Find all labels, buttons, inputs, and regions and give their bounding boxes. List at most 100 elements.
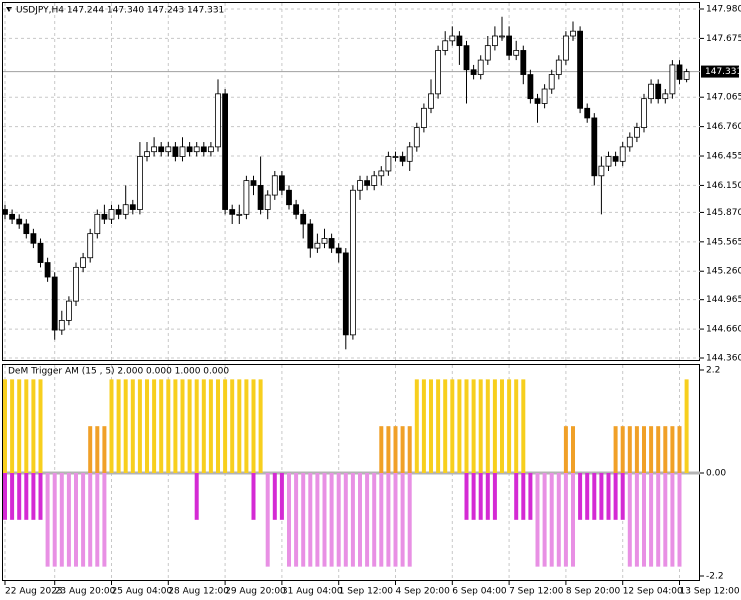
candle-body — [293, 204, 300, 215]
x-tick-label: 8 Sep 20:00 — [566, 587, 621, 597]
histogram-bar — [677, 473, 682, 567]
histogram-bar — [322, 473, 327, 567]
candle-body — [23, 223, 30, 235]
x-tick-label: 29 Aug 20:00 — [225, 587, 286, 597]
histogram-bar — [102, 473, 107, 567]
histogram-bar — [549, 473, 554, 567]
histogram-bar — [308, 473, 313, 567]
histogram-bar — [24, 379, 29, 473]
candle-body — [215, 93, 221, 148]
histogram-bar — [244, 379, 249, 473]
histogram-bar — [464, 379, 469, 473]
histogram-bar — [3, 379, 7, 473]
candle-body — [399, 156, 406, 162]
candle-body — [371, 175, 378, 186]
histogram-bar — [329, 473, 334, 567]
histogram-bar — [649, 426, 654, 473]
candle-body — [58, 320, 65, 331]
histogram-bar — [656, 426, 661, 473]
histogram-bar — [485, 473, 490, 520]
histogram-bar — [677, 426, 682, 473]
histogram-bar — [393, 473, 398, 567]
histogram-bar — [194, 379, 199, 473]
candle-body — [499, 35, 505, 38]
candle-body — [9, 213, 16, 220]
histogram-bar — [464, 473, 469, 520]
histogram-bar — [272, 473, 277, 520]
candle-body — [16, 218, 23, 225]
candle-body — [634, 127, 640, 138]
candle-body — [563, 35, 569, 61]
histogram-bar — [485, 379, 490, 473]
histogram-bar — [443, 379, 448, 473]
candle-body — [612, 156, 619, 162]
y-tick-label: 144.360 — [706, 354, 741, 364]
histogram-bar — [109, 379, 114, 473]
histogram-bar — [166, 379, 171, 473]
x-tick-label: 23 Aug 20:00 — [55, 587, 116, 597]
x-tick-label: 31 Aug 04:00 — [282, 587, 343, 597]
candle-body — [136, 156, 143, 210]
x-tick-label: 12 Sep 04:00 — [623, 587, 683, 597]
histogram-bar — [379, 426, 384, 473]
histogram-bar — [38, 473, 43, 520]
histogram-bar — [578, 473, 583, 520]
histogram-bar — [634, 473, 639, 567]
histogram-bar — [592, 473, 597, 520]
histogram-bar — [81, 473, 86, 567]
histogram-bar — [201, 379, 206, 473]
y-tick-label: 2.2 — [706, 366, 720, 376]
candle-body — [335, 247, 342, 254]
histogram-bar — [471, 379, 476, 473]
y-tick-label: 147.065 — [706, 93, 741, 103]
candle-body — [527, 74, 534, 100]
histogram-bar — [620, 473, 625, 520]
candle-body — [406, 146, 413, 162]
x-tick-label: 25 Aug 04:00 — [112, 587, 173, 597]
histogram-bar — [137, 379, 142, 473]
histogram-bar — [52, 473, 57, 567]
candle-body — [449, 35, 456, 42]
y-tick-label: 144.965 — [706, 295, 741, 305]
histogram-bar — [88, 426, 93, 473]
candle-body — [413, 127, 420, 148]
candle-body — [144, 151, 150, 157]
histogram-bar — [642, 426, 646, 473]
candle-body — [73, 266, 79, 302]
candle-body — [115, 209, 122, 215]
y-tick-label: 0.00 — [706, 469, 726, 479]
histogram-bar — [386, 473, 391, 567]
x-tick-label: 28 Aug 12:00 — [168, 587, 229, 597]
y-tick-label: 145.565 — [706, 237, 741, 247]
histogram-bar — [372, 473, 377, 567]
candle-body — [491, 35, 498, 47]
histogram-bar — [492, 473, 497, 520]
histogram-bar — [95, 426, 100, 473]
candle-body — [328, 238, 335, 249]
candle-body — [420, 107, 427, 128]
candle-body — [477, 59, 484, 75]
histogram-bar — [670, 426, 675, 473]
y-tick-label: 145.870 — [706, 208, 741, 218]
candle-body — [243, 180, 250, 215]
x-tick-label: 6 Sep 04:00 — [452, 587, 507, 597]
candle-body — [463, 45, 470, 71]
histogram-bar — [88, 473, 93, 567]
histogram-bar — [10, 379, 15, 473]
candle-body — [236, 213, 243, 216]
histogram-bar — [542, 473, 547, 567]
histogram-bar — [216, 379, 220, 473]
candle-body — [349, 189, 356, 336]
histogram-bar — [45, 473, 50, 567]
histogram-bar — [145, 379, 149, 473]
histogram-bar — [613, 473, 618, 520]
current-price-label: 147.331 — [705, 67, 741, 77]
histogram-bar — [670, 473, 675, 567]
histogram-bar — [571, 426, 575, 473]
histogram-bar — [663, 473, 668, 567]
candle-body — [378, 170, 385, 177]
candle-body — [207, 146, 214, 153]
histogram-bar — [230, 379, 235, 473]
candle-body — [641, 98, 647, 128]
candle-body — [108, 209, 115, 220]
